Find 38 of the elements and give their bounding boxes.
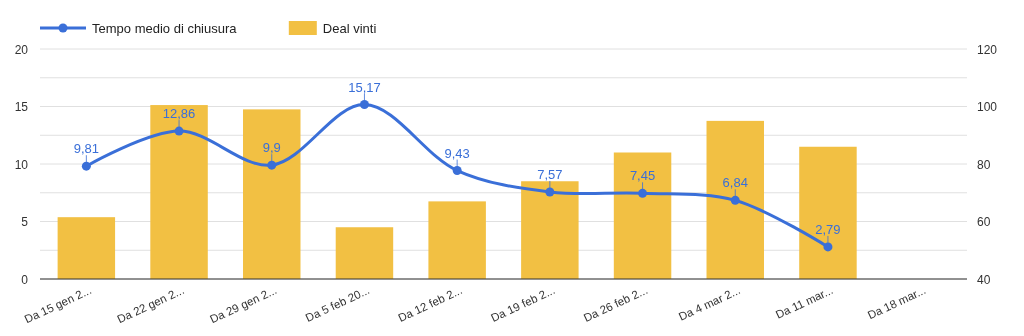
x-tick-label: Da 11 mar... <box>773 283 835 321</box>
point <box>174 126 184 136</box>
y2-tick-label: 100 <box>977 100 998 114</box>
point <box>452 166 462 176</box>
data-label: 2,79 <box>815 221 841 237</box>
data-label: 6,84 <box>722 175 748 191</box>
x-tick-label: Da 12 feb 2... <box>396 283 464 324</box>
point <box>359 100 369 110</box>
x-tick-label: Da 22 gen 2... <box>115 283 186 326</box>
point <box>545 187 555 197</box>
point <box>81 161 91 171</box>
x-tick-label: Da 26 feb 2... <box>581 283 650 324</box>
y2-tick-label: 60 <box>977 215 991 229</box>
data-label: 12,86 <box>162 106 196 122</box>
x-tick-label: Da 5 feb 20... <box>303 283 372 324</box>
data-label: 7,45 <box>629 168 656 184</box>
point <box>823 242 833 252</box>
x-tick-label: Da 18 mar... <box>865 283 928 322</box>
legend-label: Tempo medio di chiusura <box>92 20 238 36</box>
point <box>730 195 740 205</box>
legend-label: Deal vinti <box>322 20 377 36</box>
point <box>267 160 277 170</box>
y-tick-label: 20 <box>14 42 29 57</box>
data-label: 7,57 <box>537 166 563 182</box>
data-label: 15,17 <box>348 79 381 95</box>
data-label: 9,81 <box>73 141 100 157</box>
x-tick-label: Da 19 feb 2... <box>489 283 557 324</box>
x-tick-label: Da 4 mar 2... <box>676 283 743 323</box>
data-label: 9,43 <box>444 145 470 161</box>
x-tick-label: Da 29 gen 2... <box>208 283 279 326</box>
y-tick-label: 5 <box>21 215 29 229</box>
y2-tick-label: 40 <box>977 272 991 287</box>
data-label: 9,9 <box>262 140 281 156</box>
y2-tick-label: 80 <box>977 157 991 172</box>
point <box>638 188 648 198</box>
y-tick-label: 10 <box>14 157 29 172</box>
y-tick-label: 15 <box>14 100 29 114</box>
y2-tick-label: 120 <box>977 42 998 57</box>
